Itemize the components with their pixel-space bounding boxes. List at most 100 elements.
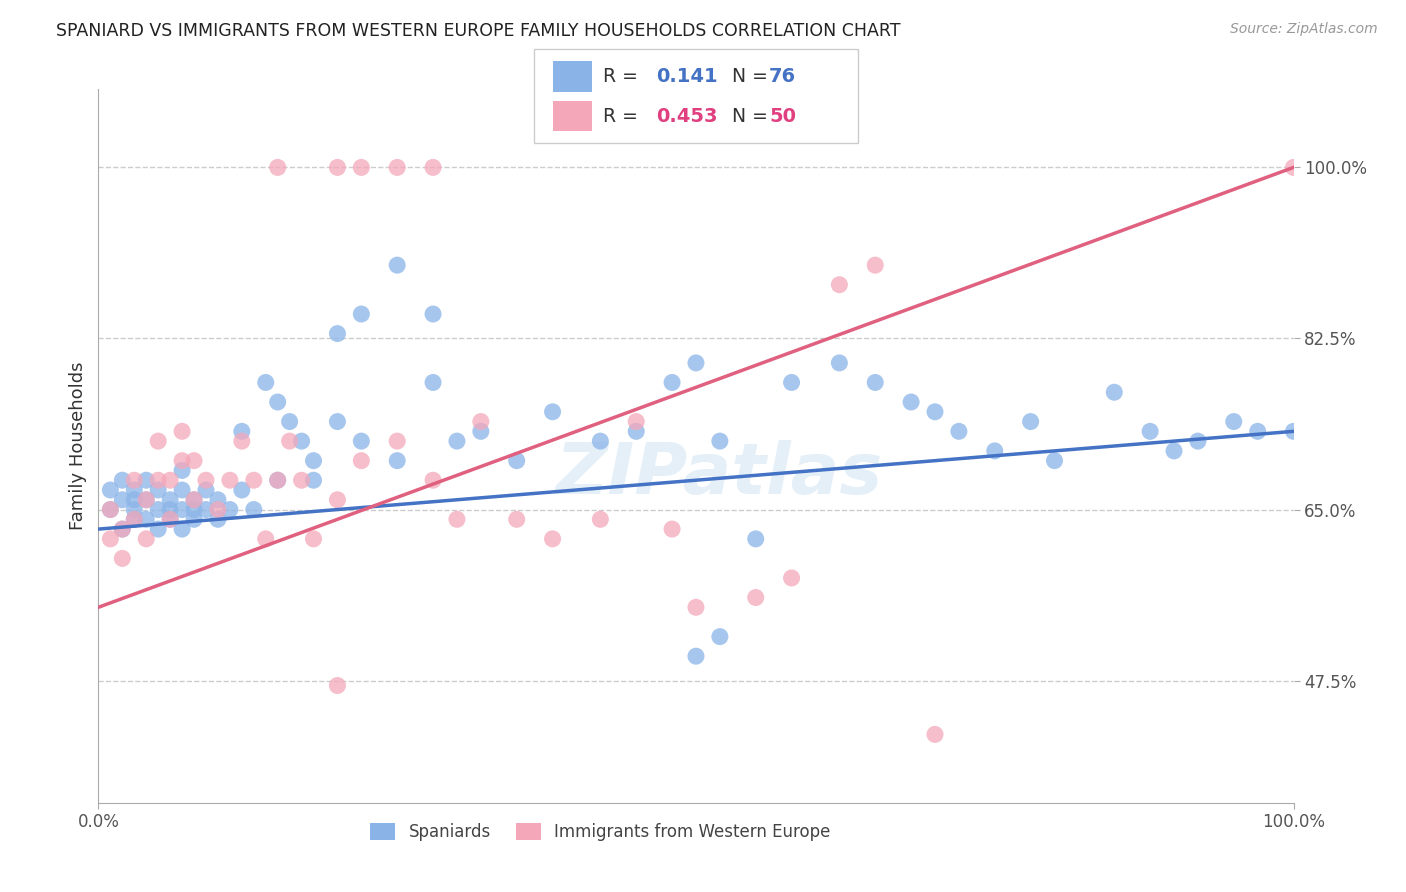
Point: [159, 473, 181, 487]
Point: [159, 512, 181, 526]
Point: [148, 522, 170, 536]
Point: [267, 161, 290, 175]
Point: [302, 453, 325, 467]
Point: [124, 473, 146, 487]
Point: [172, 463, 194, 477]
Point: [709, 630, 731, 644]
Point: [195, 473, 218, 487]
Point: [159, 492, 181, 507]
Point: [745, 591, 768, 605]
Point: [172, 425, 194, 439]
Point: [326, 678, 349, 692]
Point: [422, 376, 444, 390]
Point: [924, 727, 946, 741]
Point: [780, 376, 803, 390]
Point: [1139, 425, 1161, 439]
Point: [231, 425, 253, 439]
Point: [685, 600, 707, 615]
Point: [195, 502, 218, 516]
Point: [385, 258, 409, 272]
Point: [111, 522, 134, 536]
Point: [291, 434, 314, 449]
Point: [745, 532, 768, 546]
Point: [183, 502, 205, 516]
Point: [124, 512, 146, 526]
Text: Source: ZipAtlas.com: Source: ZipAtlas.com: [1230, 22, 1378, 37]
Point: [589, 512, 612, 526]
Point: [948, 425, 970, 439]
Text: 0.141: 0.141: [657, 67, 718, 86]
Point: [1019, 415, 1042, 429]
Point: [326, 326, 349, 341]
Point: [661, 376, 683, 390]
Point: [685, 356, 707, 370]
Point: [98, 483, 122, 497]
Point: [626, 425, 648, 439]
Point: [172, 483, 194, 497]
Point: [302, 532, 325, 546]
Point: [984, 443, 1007, 458]
Point: [326, 415, 349, 429]
Point: [291, 473, 314, 487]
Point: [589, 434, 612, 449]
Point: [302, 473, 325, 487]
Point: [207, 502, 229, 516]
Point: [254, 532, 277, 546]
Legend: Spaniards, Immigrants from Western Europe: Spaniards, Immigrants from Western Europ…: [364, 816, 837, 848]
Point: [1247, 425, 1270, 439]
Point: [135, 492, 157, 507]
Point: [865, 376, 887, 390]
Point: [195, 483, 218, 497]
Point: [159, 502, 181, 516]
Point: [148, 473, 170, 487]
Point: [709, 434, 731, 449]
Point: [924, 405, 946, 419]
Point: [124, 483, 146, 497]
Point: [219, 502, 242, 516]
Text: SPANIARD VS IMMIGRANTS FROM WESTERN EUROPE FAMILY HOUSEHOLDS CORRELATION CHART: SPANIARD VS IMMIGRANTS FROM WESTERN EURO…: [56, 22, 901, 40]
Point: [828, 356, 851, 370]
Text: 50: 50: [769, 107, 796, 126]
Point: [541, 532, 564, 546]
Point: [243, 502, 266, 516]
Point: [350, 161, 373, 175]
Point: [148, 502, 170, 516]
Point: [350, 434, 373, 449]
Text: R =: R =: [603, 67, 644, 86]
Point: [541, 405, 564, 419]
Point: [422, 161, 444, 175]
Point: [1104, 385, 1126, 400]
Point: [385, 434, 409, 449]
Point: [1282, 425, 1305, 439]
Point: [231, 434, 253, 449]
Text: N =: N =: [720, 107, 773, 126]
Text: N =: N =: [720, 67, 773, 86]
Point: [278, 434, 301, 449]
Point: [661, 522, 683, 536]
Point: [385, 453, 409, 467]
Point: [1282, 161, 1305, 175]
Point: [135, 473, 157, 487]
Point: [98, 502, 122, 516]
Point: [183, 453, 205, 467]
Point: [254, 376, 277, 390]
Point: [111, 551, 134, 566]
Point: [828, 277, 851, 292]
Point: [685, 649, 707, 664]
Point: [231, 483, 253, 497]
Point: [470, 425, 492, 439]
Point: [422, 473, 444, 487]
Y-axis label: Family Households: Family Households: [69, 362, 87, 530]
Point: [900, 395, 922, 409]
Point: [1163, 443, 1185, 458]
Point: [159, 512, 181, 526]
Text: R =: R =: [603, 107, 644, 126]
Point: [350, 453, 373, 467]
Point: [207, 512, 229, 526]
Point: [506, 453, 529, 467]
Point: [124, 492, 146, 507]
Point: [326, 492, 349, 507]
Point: [98, 502, 122, 516]
Point: [1043, 453, 1066, 467]
Point: [350, 307, 373, 321]
